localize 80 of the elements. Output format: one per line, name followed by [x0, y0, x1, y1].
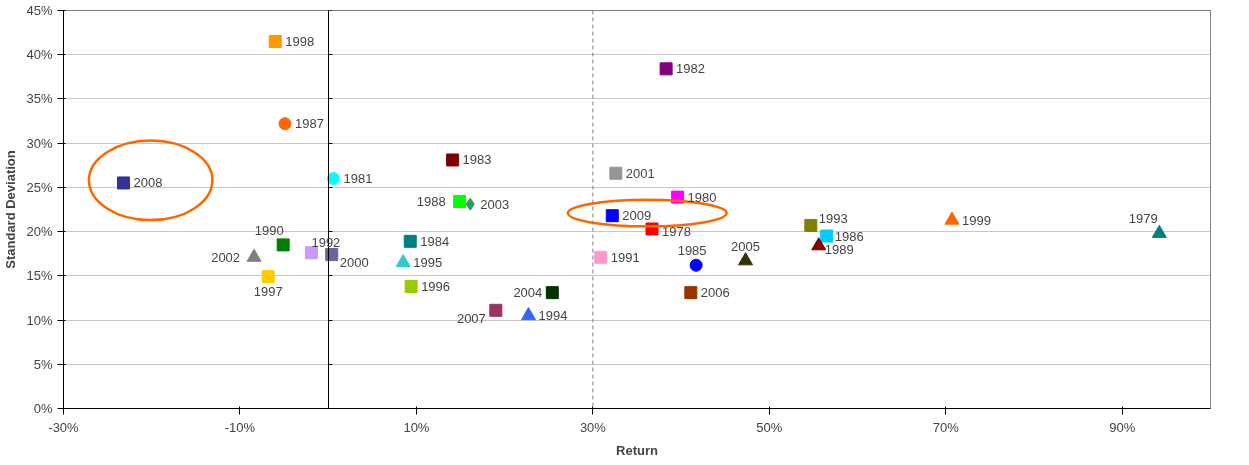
series-label: 1986 [834, 228, 864, 244]
series-label: 1990 [254, 222, 284, 238]
series-label: 1985 [677, 243, 707, 259]
series-label: 1999 [961, 212, 991, 228]
series-label: 2000 [339, 254, 369, 270]
series-label: 1993 [818, 211, 848, 227]
series-label: 1996 [421, 278, 451, 294]
point [804, 218, 818, 232]
series-label: 1979 [1128, 211, 1158, 227]
y-tick-label: 5% [33, 356, 53, 372]
point [261, 270, 275, 284]
point [605, 209, 619, 223]
point [489, 303, 503, 317]
series-label: 1981 [343, 171, 373, 187]
y-tick-label: 30% [26, 135, 53, 151]
x-tick-label: 30% [579, 419, 607, 435]
series-label: 2002 [211, 249, 241, 265]
point [268, 34, 282, 48]
series-label: 2009 [622, 208, 652, 224]
x-tick-label: 10% [403, 419, 430, 435]
point [404, 279, 418, 293]
y-tick-label: 40% [26, 47, 53, 63]
y-tick-label: 45% [26, 3, 53, 18]
series-label: 2005 [731, 238, 760, 254]
series-label: 1988 [416, 194, 446, 210]
point [820, 229, 834, 243]
series-label: 1984 [420, 233, 450, 249]
point [276, 238, 290, 252]
point [278, 117, 292, 131]
y-tick-label: 10% [26, 312, 53, 328]
x-tick-label: -10% [224, 419, 256, 435]
x-axis-title: Return [616, 442, 658, 458]
y-tick-label: 15% [26, 268, 53, 284]
point [325, 248, 339, 262]
x-tick-label: 50% [756, 419, 783, 435]
series-label: 1987 [294, 116, 324, 132]
series-label: 1989 [824, 242, 854, 258]
point [520, 307, 536, 321]
series-label: 2001 [625, 165, 655, 181]
series-label: 1978 [662, 224, 691, 240]
series-label: 1980 [687, 189, 717, 205]
point [453, 195, 467, 209]
point [689, 258, 703, 272]
point [738, 252, 754, 266]
y-axis-title: Standard Deviation [3, 150, 19, 269]
series-label: 1997 [253, 283, 283, 299]
x-tick-label: -30% [48, 419, 80, 435]
point [545, 286, 559, 300]
y-tick-label: 0% [33, 401, 53, 416]
point [944, 211, 960, 225]
point [659, 62, 673, 76]
y-tick-label: 25% [26, 179, 53, 195]
point [395, 253, 411, 268]
point [403, 234, 417, 248]
point [446, 153, 460, 167]
point [609, 166, 623, 180]
point [465, 197, 475, 211]
series-label: 1982 [676, 61, 706, 77]
series-label: 2003 [480, 196, 510, 212]
series-label: 2008 [133, 175, 163, 191]
point [117, 176, 130, 190]
point [326, 172, 340, 186]
point [246, 248, 262, 262]
point [594, 250, 608, 264]
series-label: 1998 [285, 33, 315, 49]
point [684, 286, 698, 300]
series-label: 2007 [456, 311, 486, 327]
point [1151, 224, 1167, 238]
series-label: 2004 [513, 285, 543, 301]
x-tick-label: 70% [932, 419, 960, 435]
series-label: 1991 [610, 249, 640, 265]
y-tick-label: 35% [26, 91, 53, 107]
series-label: 1995 [413, 255, 443, 271]
point [811, 237, 827, 251]
y-tick-label: 20% [26, 224, 53, 240]
series-label: 1994 [538, 308, 568, 324]
series-label: 2006 [700, 285, 730, 301]
x-tick-label: 90% [1109, 419, 1136, 435]
point [304, 246, 318, 260]
series-label: 1983 [462, 152, 492, 168]
